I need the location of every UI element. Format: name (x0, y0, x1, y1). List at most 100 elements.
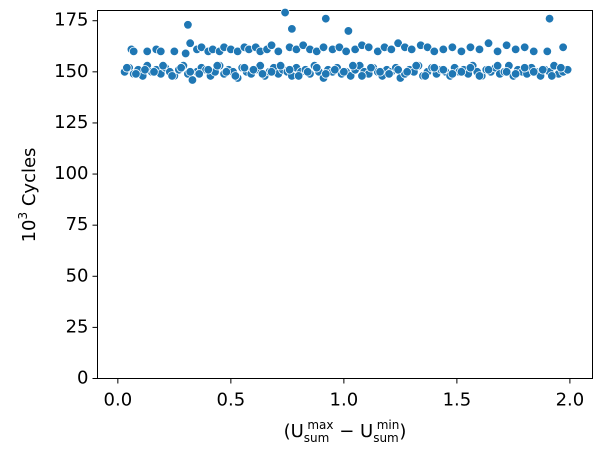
point (501, 67, 512, 77)
point (429, 63, 439, 73)
point (447, 69, 458, 79)
x-tick-label: 0.0 (104, 390, 133, 411)
point (128, 46, 139, 57)
x-label-part: − U (333, 421, 373, 442)
point (287, 24, 297, 34)
x-axis-label: (Usummax − Usummin) (284, 418, 407, 445)
y-tick-label: 150 (54, 61, 88, 82)
point (411, 60, 421, 71)
point (221, 67, 232, 77)
point (393, 38, 403, 48)
y-tick-label: 50 (66, 265, 89, 286)
point (456, 46, 467, 57)
point (350, 44, 360, 55)
y-axis-label: 103 Cycles (16, 148, 41, 243)
point (149, 67, 159, 77)
point (474, 44, 485, 55)
x-label-part: ) (399, 421, 406, 442)
point (273, 46, 284, 57)
point (266, 67, 277, 77)
point (339, 67, 349, 77)
point (298, 40, 308, 50)
point (196, 42, 207, 53)
point (343, 26, 354, 36)
point (341, 46, 351, 57)
point (312, 63, 322, 73)
y-tick-label: 125 (54, 112, 88, 133)
point (142, 46, 152, 57)
point (248, 65, 259, 75)
point (483, 38, 494, 48)
point (519, 63, 530, 73)
point (373, 46, 383, 57)
y-label-part: Cycles (19, 148, 40, 212)
y-tick-label: 25 (66, 316, 89, 337)
x-tick-label: 0.5 (217, 390, 246, 411)
point (406, 44, 417, 55)
point (429, 46, 439, 57)
x-tick-label: 2.0 (556, 390, 585, 411)
point (547, 71, 557, 81)
point (232, 46, 243, 57)
point (176, 63, 186, 73)
y-label-part: 3 (16, 212, 30, 220)
point (212, 60, 222, 71)
point (393, 65, 403, 75)
point (303, 67, 313, 77)
point (203, 65, 213, 75)
point (180, 48, 191, 59)
point (456, 67, 467, 77)
x-label-part: sum (304, 431, 330, 445)
point (366, 63, 376, 73)
point (318, 42, 329, 53)
point (529, 67, 539, 77)
plot-frame (97, 10, 593, 379)
point (556, 63, 566, 73)
point (465, 42, 476, 53)
point (169, 46, 180, 57)
point (158, 60, 168, 71)
point (334, 42, 345, 53)
point (384, 69, 394, 79)
y-tick-label: 175 (54, 10, 88, 31)
point (293, 71, 304, 81)
point (312, 46, 322, 57)
x-tick-label: 1.0 (330, 390, 359, 411)
point (538, 65, 548, 75)
point (291, 44, 302, 55)
y-tick-label: 100 (54, 163, 88, 184)
point (266, 40, 277, 50)
y-label-part: 10 (19, 220, 40, 243)
point (558, 42, 568, 53)
x-label-part: min (377, 418, 400, 432)
point (364, 42, 374, 53)
point (194, 69, 204, 79)
point (257, 69, 268, 79)
point (447, 42, 458, 53)
point (122, 63, 132, 73)
point (529, 46, 539, 57)
point (519, 42, 530, 53)
y-tick-label: 75 (66, 214, 89, 235)
point (386, 44, 397, 55)
x-tick-label: 1.5 (443, 390, 472, 411)
x-label-part: sum (373, 431, 399, 445)
point (183, 20, 193, 30)
x-label-part: (U (284, 421, 304, 442)
point (348, 60, 358, 71)
point (402, 67, 412, 77)
point (239, 63, 250, 73)
point (501, 40, 512, 50)
point (321, 69, 331, 79)
point (280, 7, 290, 18)
point (275, 60, 286, 71)
point (284, 65, 295, 75)
point (230, 71, 241, 81)
point (375, 67, 385, 77)
point (510, 44, 521, 55)
point (544, 13, 555, 24)
point (156, 46, 166, 57)
point (510, 69, 521, 79)
